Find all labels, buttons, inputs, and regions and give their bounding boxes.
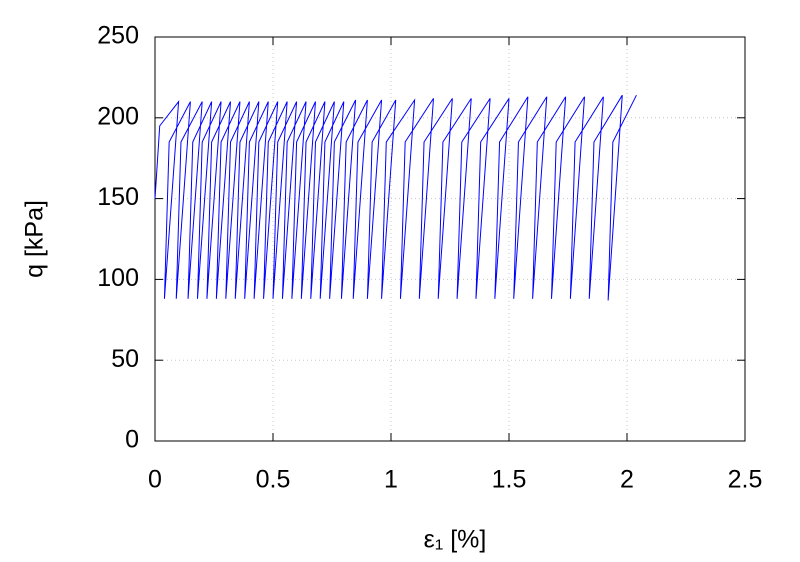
y-tick-label: 50 (111, 345, 139, 373)
data-line (154, 94, 637, 301)
x-axis-label: ε₁ [%] (424, 526, 487, 554)
x-tick-label: 0 (148, 466, 162, 494)
x-tick-label: 1 (384, 466, 398, 494)
x-tick-label: 1.5 (492, 466, 527, 494)
y-tick-label: 200 (97, 102, 139, 130)
y-tick-label: 250 (97, 22, 139, 50)
x-tick-label: 0.5 (256, 466, 291, 494)
y-tick-label: 0 (125, 426, 139, 454)
y-tick-label: 100 (97, 264, 139, 292)
x-tick-label: 2.5 (728, 466, 763, 494)
y-tick-label: 150 (97, 183, 139, 211)
x-tick-label: 2 (620, 466, 634, 494)
plot-frame (154, 36, 746, 442)
y-axis-label: q [kPa] (21, 200, 49, 278)
